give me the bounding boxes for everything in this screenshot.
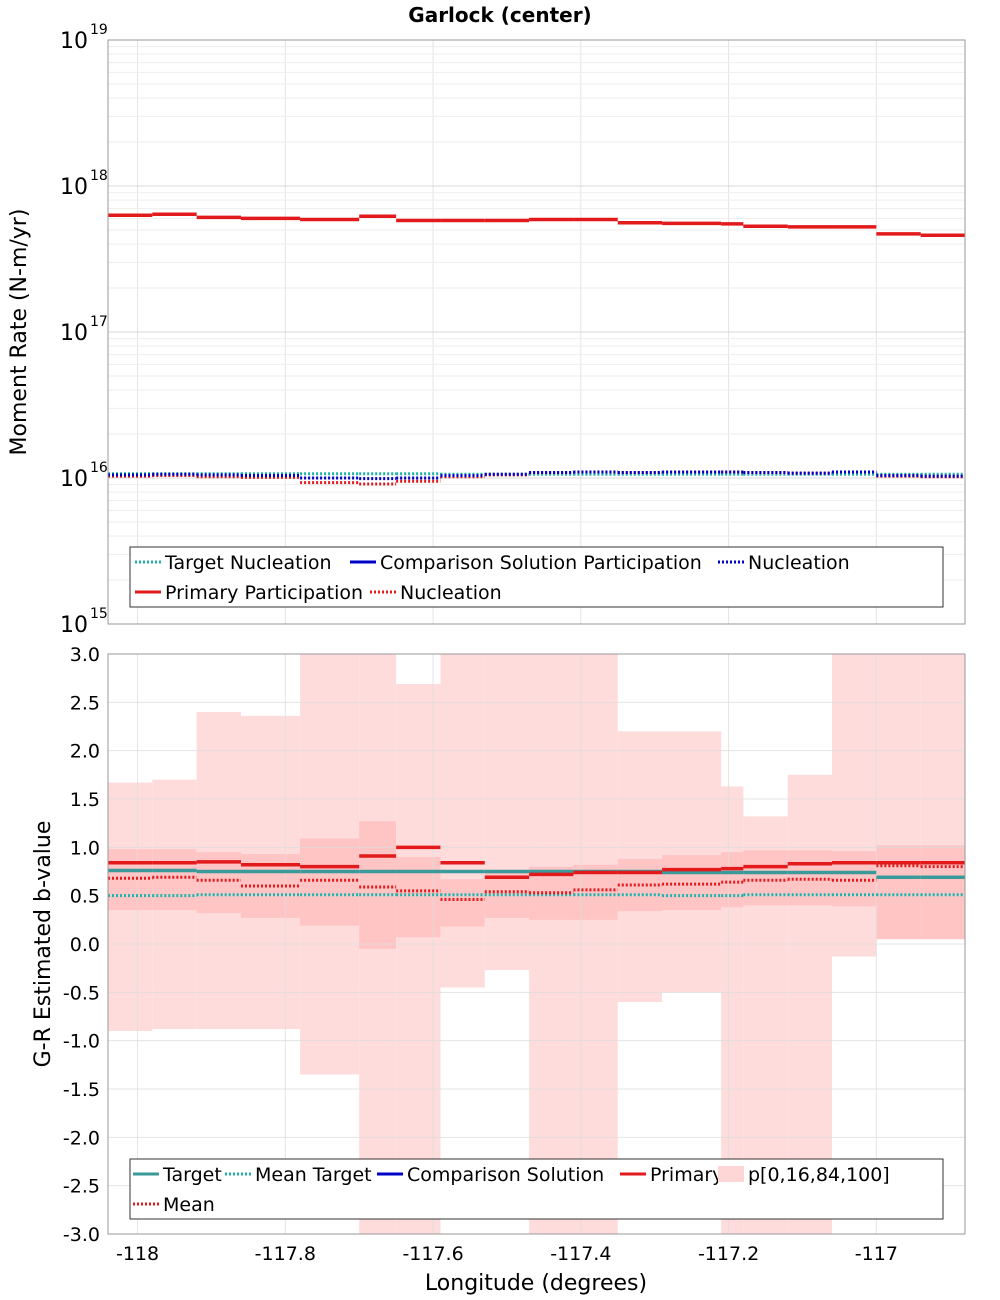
bottom-plot-frame <box>107 653 966 1235</box>
band-inner-1 <box>152 849 197 911</box>
top-legend-label-3: Primary Participation <box>165 582 363 604</box>
bottom-legend-swatch-4 <box>718 1166 744 1182</box>
bottom-legend: Target Mean Target Comparison Solution Prim… <box>129 1158 944 1220</box>
bottom-ytick-11: 2.5 <box>70 692 100 714</box>
top-plot-frame <box>107 39 966 625</box>
bottom-ytick-10: 2.0 <box>70 741 100 763</box>
bottom-ytick-3: -1.5 <box>63 1079 100 1101</box>
band-inner-17 <box>876 845 921 940</box>
bottom-series-lines <box>108 845 965 902</box>
top-ytick-1: 10 <box>60 467 88 492</box>
top-legend: Target Nucleation Comparison Solution Par… <box>129 546 944 608</box>
bottom-ytick-8: 1.0 <box>70 837 100 859</box>
bottom-ytick-labels: -3.0 -2.5 -2.0 -1.5 -1.0 -0.5 0.0 0.5 1.0 1.5 2.0 2… <box>63 644 100 1246</box>
top-series-lines <box>108 212 965 486</box>
b-value-panel: -3.0 -2.5 -2.0 -1.5 -1.0 -0.5 0.0 0.5 1.0 1.5 2.0 2… <box>31 644 966 1296</box>
top-legend-label-2: Nucleation <box>748 552 850 574</box>
bottom-xtick-labels: -118 -117.8 -117.6 -117.4 -117.2 -117 <box>116 1243 898 1265</box>
band-outer-6 <box>396 683 441 1234</box>
bottom-legend-label-4: p[0,16,84,100] <box>748 1164 890 1186</box>
bottom-ytick-2: -2.0 <box>63 1127 100 1149</box>
bottom-legend-label-1: Mean Target <box>255 1164 372 1186</box>
top-ytick-exp-0: 15 <box>90 606 108 622</box>
bottom-ytick-4: -1.0 <box>63 1031 100 1053</box>
top-legend-label-0: Target Nucleation <box>164 552 332 574</box>
bottom-ytick-6: 0.0 <box>70 934 100 956</box>
bottom-legend-label-0: Target <box>162 1164 222 1186</box>
bottom-xtick-1: -117.8 <box>255 1243 316 1265</box>
bottom-xtick-3: -117.4 <box>550 1243 611 1265</box>
bottom-xtick-5: -117 <box>855 1243 898 1265</box>
top-ytick-exp-3: 18 <box>90 168 108 184</box>
band-outer-16 <box>832 654 877 957</box>
bottom-ytick-5: -0.5 <box>63 982 100 1004</box>
top-legend-label-4: Nucleation <box>400 582 502 604</box>
bottom-ytick-1: -2.5 <box>63 1176 100 1198</box>
chart-title: Garlock (center) <box>408 3 591 27</box>
bottom-legend-label-5: Mean <box>163 1194 215 1216</box>
top-ytick-2: 10 <box>60 321 88 346</box>
bottom-ylabel: G-R Estimated b-value <box>31 821 56 1068</box>
bottom-xtick-4: -117.2 <box>698 1243 759 1265</box>
band-outer-7 <box>440 654 485 988</box>
band-inner-4 <box>300 838 360 926</box>
bottom-xlabel: Longitude (degrees) <box>425 1271 647 1296</box>
top-ytick-3: 10 <box>60 175 88 200</box>
top-ytick-exp-2: 17 <box>90 314 108 330</box>
top-legend-label-1: Comparison Solution Participation <box>380 552 702 574</box>
top-ytick-4: 10 <box>60 29 88 54</box>
band-inner-18 <box>920 845 965 940</box>
bottom-xtick-2: -117.6 <box>402 1243 463 1265</box>
band-inner-14 <box>743 850 788 906</box>
bottom-legend-label-3: Primary <box>650 1164 723 1186</box>
band-inner-5 <box>359 821 397 949</box>
bottom-ytick-9: 1.5 <box>70 789 100 811</box>
band-outer-8 <box>484 654 530 971</box>
band-inner-7 <box>440 879 485 927</box>
bottom-legend-box <box>129 1158 944 1220</box>
bottom-xtick-0: -118 <box>116 1243 159 1265</box>
top-ylabel: Moment Rate (N-m/yr) <box>7 209 32 456</box>
bottom-ytick-0: -3.0 <box>63 1224 100 1246</box>
top-ytick-exp-4: 19 <box>90 22 108 38</box>
top-ytick-exp-1: 16 <box>90 460 108 476</box>
bottom-ytick-12: 3.0 <box>70 644 100 666</box>
bottom-legend-label-2: Comparison Solution <box>407 1164 604 1186</box>
top-ytick-0: 10 <box>60 613 88 638</box>
top-legend-box <box>129 546 944 608</box>
top-gridlines <box>108 40 965 625</box>
bottom-ytick-7: 0.5 <box>70 886 100 908</box>
band-inner-13 <box>721 852 744 908</box>
band-inner-6 <box>396 857 441 938</box>
